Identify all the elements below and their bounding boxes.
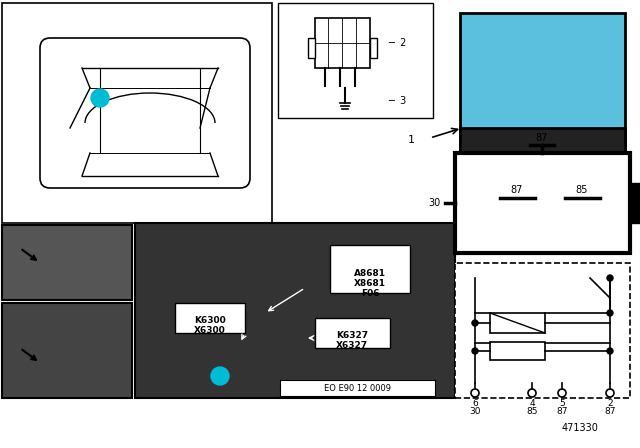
Bar [455,263,630,398]
Bar [175,303,245,333]
Bar [370,38,377,58]
Text: 30: 30 [469,406,481,415]
Text: 1: 1 [97,93,104,103]
Text: A8681: A8681 [354,268,386,277]
Circle shape [472,348,478,354]
Bar [524,193,536,218]
Bar [2,3,272,223]
Text: EO E90 12 0009: EO E90 12 0009 [323,383,390,392]
Circle shape [472,320,478,326]
Circle shape [607,275,613,281]
Text: 6: 6 [472,399,478,408]
Text: X8681: X8681 [354,279,386,288]
Text: 1: 1 [408,135,415,145]
Bar [484,193,496,218]
Bar [460,128,625,198]
Bar [564,193,576,218]
Bar [280,380,435,396]
Bar [2,303,132,398]
Text: 4: 4 [529,399,535,408]
Text: X6327: X6327 [336,340,368,349]
Text: F06: F06 [361,289,380,297]
Text: ─  3: ─ 3 [388,96,406,106]
Text: 87: 87 [536,133,548,143]
FancyBboxPatch shape [40,38,250,188]
Text: 5: 5 [559,399,565,408]
Bar [315,18,370,68]
Circle shape [607,310,613,316]
Text: K6300: K6300 [194,315,226,324]
Circle shape [607,348,613,354]
Circle shape [471,389,479,397]
Bar [460,13,625,198]
Text: ─  2: ─ 2 [388,38,406,48]
Bar [135,223,455,398]
Text: X6300: X6300 [194,326,226,335]
Text: 471330: 471330 [561,423,598,433]
Circle shape [606,389,614,397]
Bar [604,193,616,218]
Bar [308,38,315,58]
Bar [490,342,545,360]
Text: 1: 1 [216,371,223,381]
Text: K6327: K6327 [336,331,368,340]
Bar [490,313,545,333]
Bar [278,3,433,118]
Circle shape [91,89,109,107]
Bar [315,318,390,348]
Bar [630,183,640,223]
Circle shape [558,389,566,397]
Bar [455,153,630,253]
Text: 85: 85 [576,185,588,195]
Text: 87: 87 [556,406,568,415]
Text: 87: 87 [604,406,616,415]
Circle shape [528,389,536,397]
Text: 2: 2 [607,399,613,408]
Bar [2,225,132,300]
Text: 85: 85 [526,406,538,415]
Text: 30: 30 [429,198,441,208]
Bar [330,245,410,293]
Text: 87: 87 [511,185,523,195]
Circle shape [211,367,229,385]
